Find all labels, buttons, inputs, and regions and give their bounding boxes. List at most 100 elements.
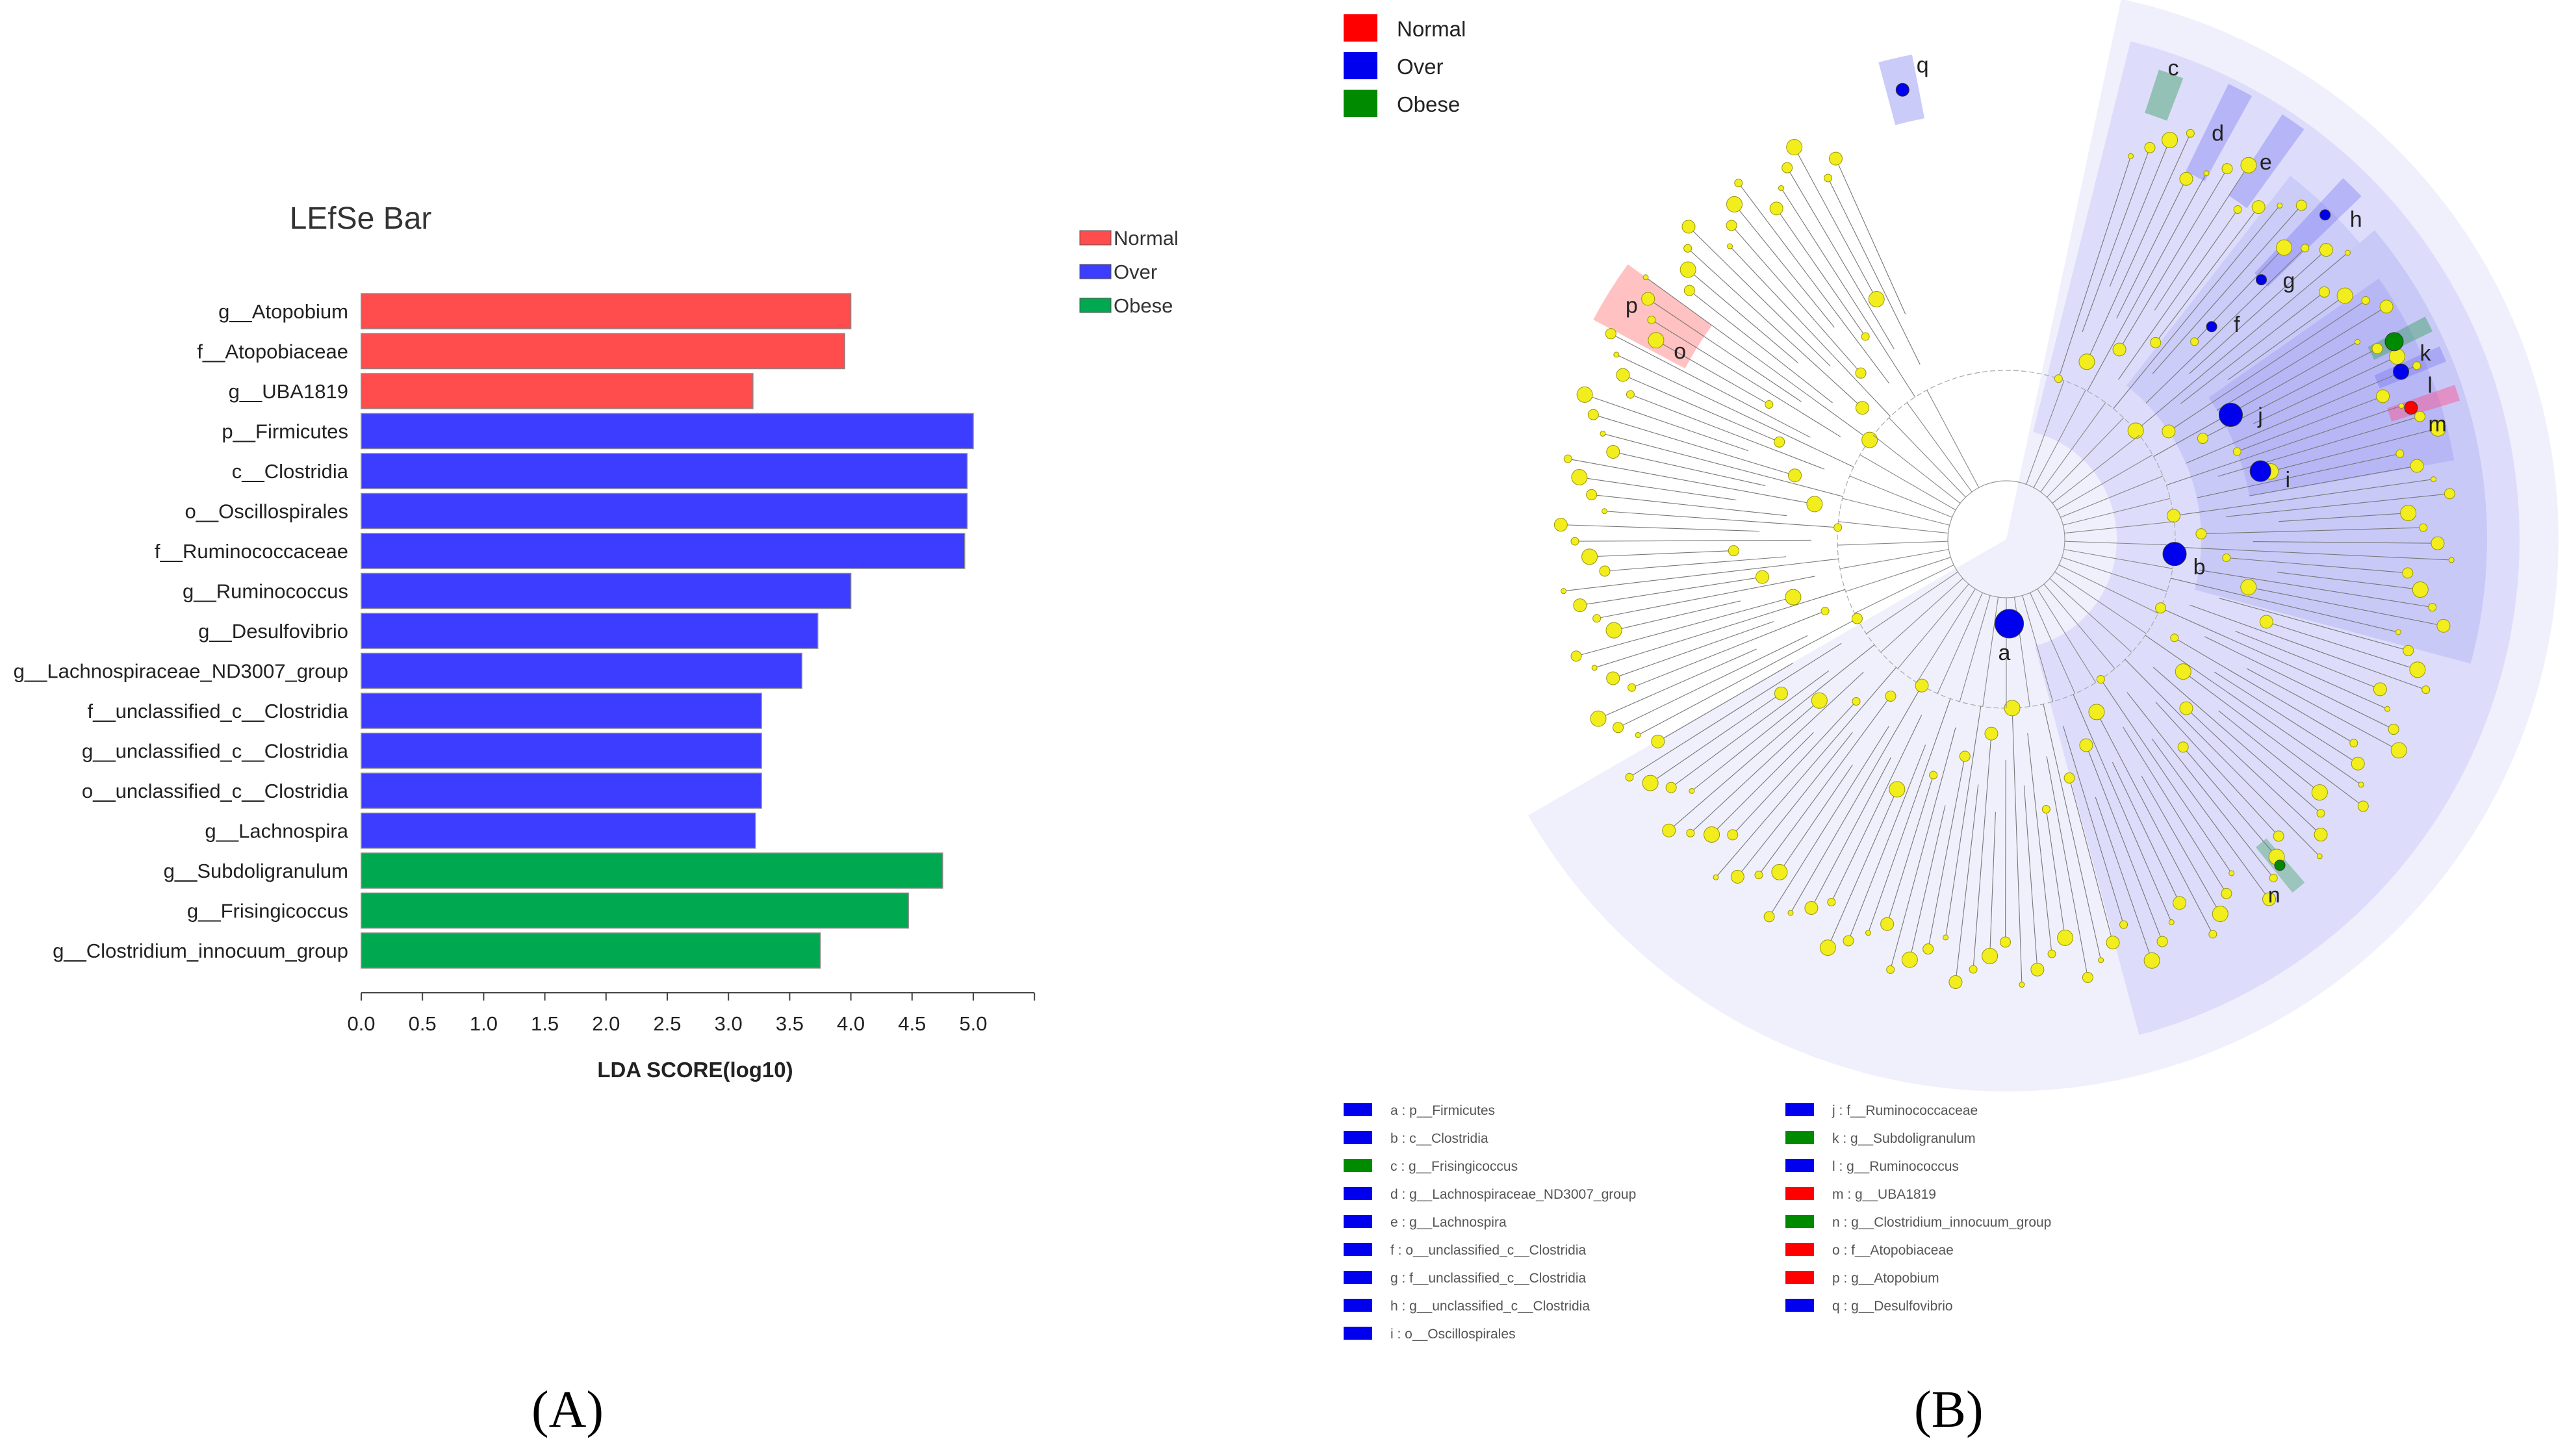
inner-node xyxy=(1889,781,1906,798)
leaf-node xyxy=(2358,782,2364,788)
clade-b-shade xyxy=(2033,41,2520,1036)
tree-branch xyxy=(2279,513,2408,522)
key-label: b : c__Clostridia xyxy=(1390,1131,1488,1146)
inner-node xyxy=(2155,602,2167,614)
leaf-node xyxy=(2345,249,2351,256)
tree-branch xyxy=(1828,177,1921,365)
tree-branch xyxy=(1945,706,1982,938)
leaf-node xyxy=(2277,202,2283,209)
tree-branch xyxy=(2249,465,2418,496)
inner-node xyxy=(2222,553,2231,562)
legend-swatch xyxy=(1079,230,1112,246)
leaf-node xyxy=(2400,505,2417,522)
leaf-node xyxy=(1771,863,1788,880)
leaf-node xyxy=(2240,157,2257,173)
leaf-node xyxy=(1642,774,1659,791)
tree-branch xyxy=(1613,600,1741,631)
leaf-node xyxy=(2431,536,2445,550)
x-tick-label: 4.0 xyxy=(837,1012,865,1035)
tree-branch xyxy=(2199,569,2433,608)
inner-node xyxy=(1861,431,1878,448)
leaf-node xyxy=(1683,244,1692,253)
tree-branch xyxy=(1989,811,1996,956)
tree-branch xyxy=(2123,726,2227,894)
leaf-node xyxy=(2047,949,2056,958)
tree-branch xyxy=(1618,635,1808,728)
clade-m-shade xyxy=(2387,385,2460,422)
inner-node xyxy=(1855,401,1869,415)
tree-branch xyxy=(1897,583,1969,669)
tree-branch xyxy=(2170,578,2399,633)
tree-branch xyxy=(2086,133,2191,363)
tree-branch xyxy=(1670,670,1830,788)
legend-label: Normal xyxy=(1397,17,1466,41)
inner-node xyxy=(1774,686,1788,700)
inner-node xyxy=(2041,804,2050,813)
tree-branch xyxy=(1637,618,1858,735)
tree-branch xyxy=(1738,183,1890,384)
leaf-node xyxy=(2229,870,2235,876)
key-label: m : g__UBA1819 xyxy=(1832,1187,1936,1202)
tree-branch xyxy=(2219,598,2408,651)
tree-branch xyxy=(2045,809,2066,938)
tree-branch xyxy=(1631,610,1826,688)
tree-branch xyxy=(1758,696,1891,876)
tree-branch xyxy=(1769,726,1889,917)
inner-node xyxy=(2088,704,2105,721)
tree-branch xyxy=(1794,147,1877,300)
tree-branch xyxy=(1613,451,1766,487)
leaf-node xyxy=(2403,645,2414,656)
clade-letter: l xyxy=(2427,374,2433,398)
tree-branch xyxy=(2058,156,2132,379)
leaf-node xyxy=(2402,567,2414,579)
key-swatch xyxy=(1344,1271,1372,1284)
tree-branch xyxy=(2218,710,2320,793)
tree-branch xyxy=(2069,778,2114,943)
inner-node xyxy=(2162,424,2176,439)
leaf-node xyxy=(1606,444,1620,459)
bar-category-label: g__Subdoligranulum xyxy=(164,860,348,882)
leaf-node xyxy=(2428,603,2437,612)
key-swatch xyxy=(1344,1243,1372,1256)
x-tick-label: 3.5 xyxy=(776,1012,804,1035)
leaf-node xyxy=(1613,722,1624,734)
leaf-node xyxy=(1754,871,1763,880)
leaf-node xyxy=(1662,823,1676,837)
clade-letter: b xyxy=(2193,555,2206,580)
tree-branch xyxy=(1645,277,1870,441)
tree-branch xyxy=(1691,645,1875,791)
bar-category-label: o__Oscillospirales xyxy=(185,500,348,523)
tree-branch xyxy=(1906,402,1973,492)
key-label: n : g__Clostridium_innocuum_group xyxy=(1832,1215,2051,1230)
bar-category-label: g__Lachnospiraceae_ND3007_group xyxy=(14,660,348,683)
x-tick-label: 3.0 xyxy=(715,1012,743,1035)
legend-label: Obese xyxy=(1397,92,1460,116)
bar-category-label: g__Desulfovibrio xyxy=(198,620,348,643)
leaf-node xyxy=(2221,163,2233,175)
tree-branch xyxy=(1787,167,1895,350)
tree-branch xyxy=(1596,576,1815,619)
clade-letter: f xyxy=(2234,313,2240,337)
tree-branch xyxy=(1715,667,1897,878)
leaf-node xyxy=(1865,930,1871,936)
leaf-node xyxy=(1679,261,1696,278)
key-swatch xyxy=(1785,1243,1814,1256)
clade-e-shade xyxy=(2229,114,2305,209)
key-swatch xyxy=(1344,1299,1372,1312)
bar xyxy=(361,413,974,450)
tree-branch xyxy=(2201,527,2423,535)
tree-branch xyxy=(1909,805,1946,960)
tree-branch xyxy=(2043,583,2115,669)
bar-category-label: g__Frisingicoccus xyxy=(187,900,348,923)
leaf-node xyxy=(1648,332,1665,349)
leaf-node xyxy=(2373,682,2387,696)
tree-branch xyxy=(2064,521,2175,534)
bar-category-label: f__unclassified_c__Clostridia xyxy=(87,700,348,722)
leaf-node xyxy=(1581,548,1598,565)
tree-branch xyxy=(2168,300,2366,432)
tree-branch xyxy=(1790,685,1922,913)
tree-branch xyxy=(2216,306,2387,411)
tree-branch xyxy=(1688,226,1831,366)
leaf-node xyxy=(2173,896,2187,910)
